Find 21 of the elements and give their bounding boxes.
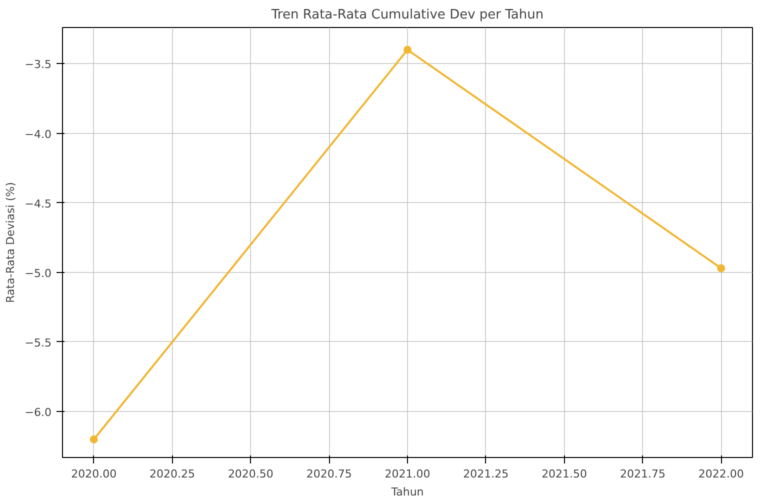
x-tick-label: 2022.00 xyxy=(698,468,744,480)
y-tick-label: −4.0 xyxy=(24,128,52,141)
x-tick-label: 2021.25 xyxy=(463,468,509,480)
x-tick-label: 2020.25 xyxy=(150,468,196,480)
x-tick-label: 2020.00 xyxy=(71,468,117,480)
x-tick-label: 2021.00 xyxy=(384,468,430,480)
point xyxy=(404,46,412,54)
x-tick-label: 2020.50 xyxy=(228,468,274,480)
point xyxy=(90,435,98,444)
x-tick-label: 2020.75 xyxy=(306,468,352,480)
point xyxy=(717,264,726,272)
y-tick-label: −5.5 xyxy=(24,336,52,350)
y-tick-label: −3.5 xyxy=(24,58,52,72)
y-tick-label: −5.0 xyxy=(24,266,52,280)
y-tick-label: −4.5 xyxy=(24,197,52,210)
x-tick-label: 2021.50 xyxy=(542,468,588,480)
x-axis-title: Tahun xyxy=(390,486,424,498)
x-tick-label: 2021.75 xyxy=(620,468,666,480)
y-tick-label: −6.0 xyxy=(24,406,52,420)
chart-title: Tren Rata-Rata Cumulative Dev per Tahun xyxy=(270,8,544,22)
y-axis-title: Rata-Rata Deviasi (%) xyxy=(4,182,17,303)
